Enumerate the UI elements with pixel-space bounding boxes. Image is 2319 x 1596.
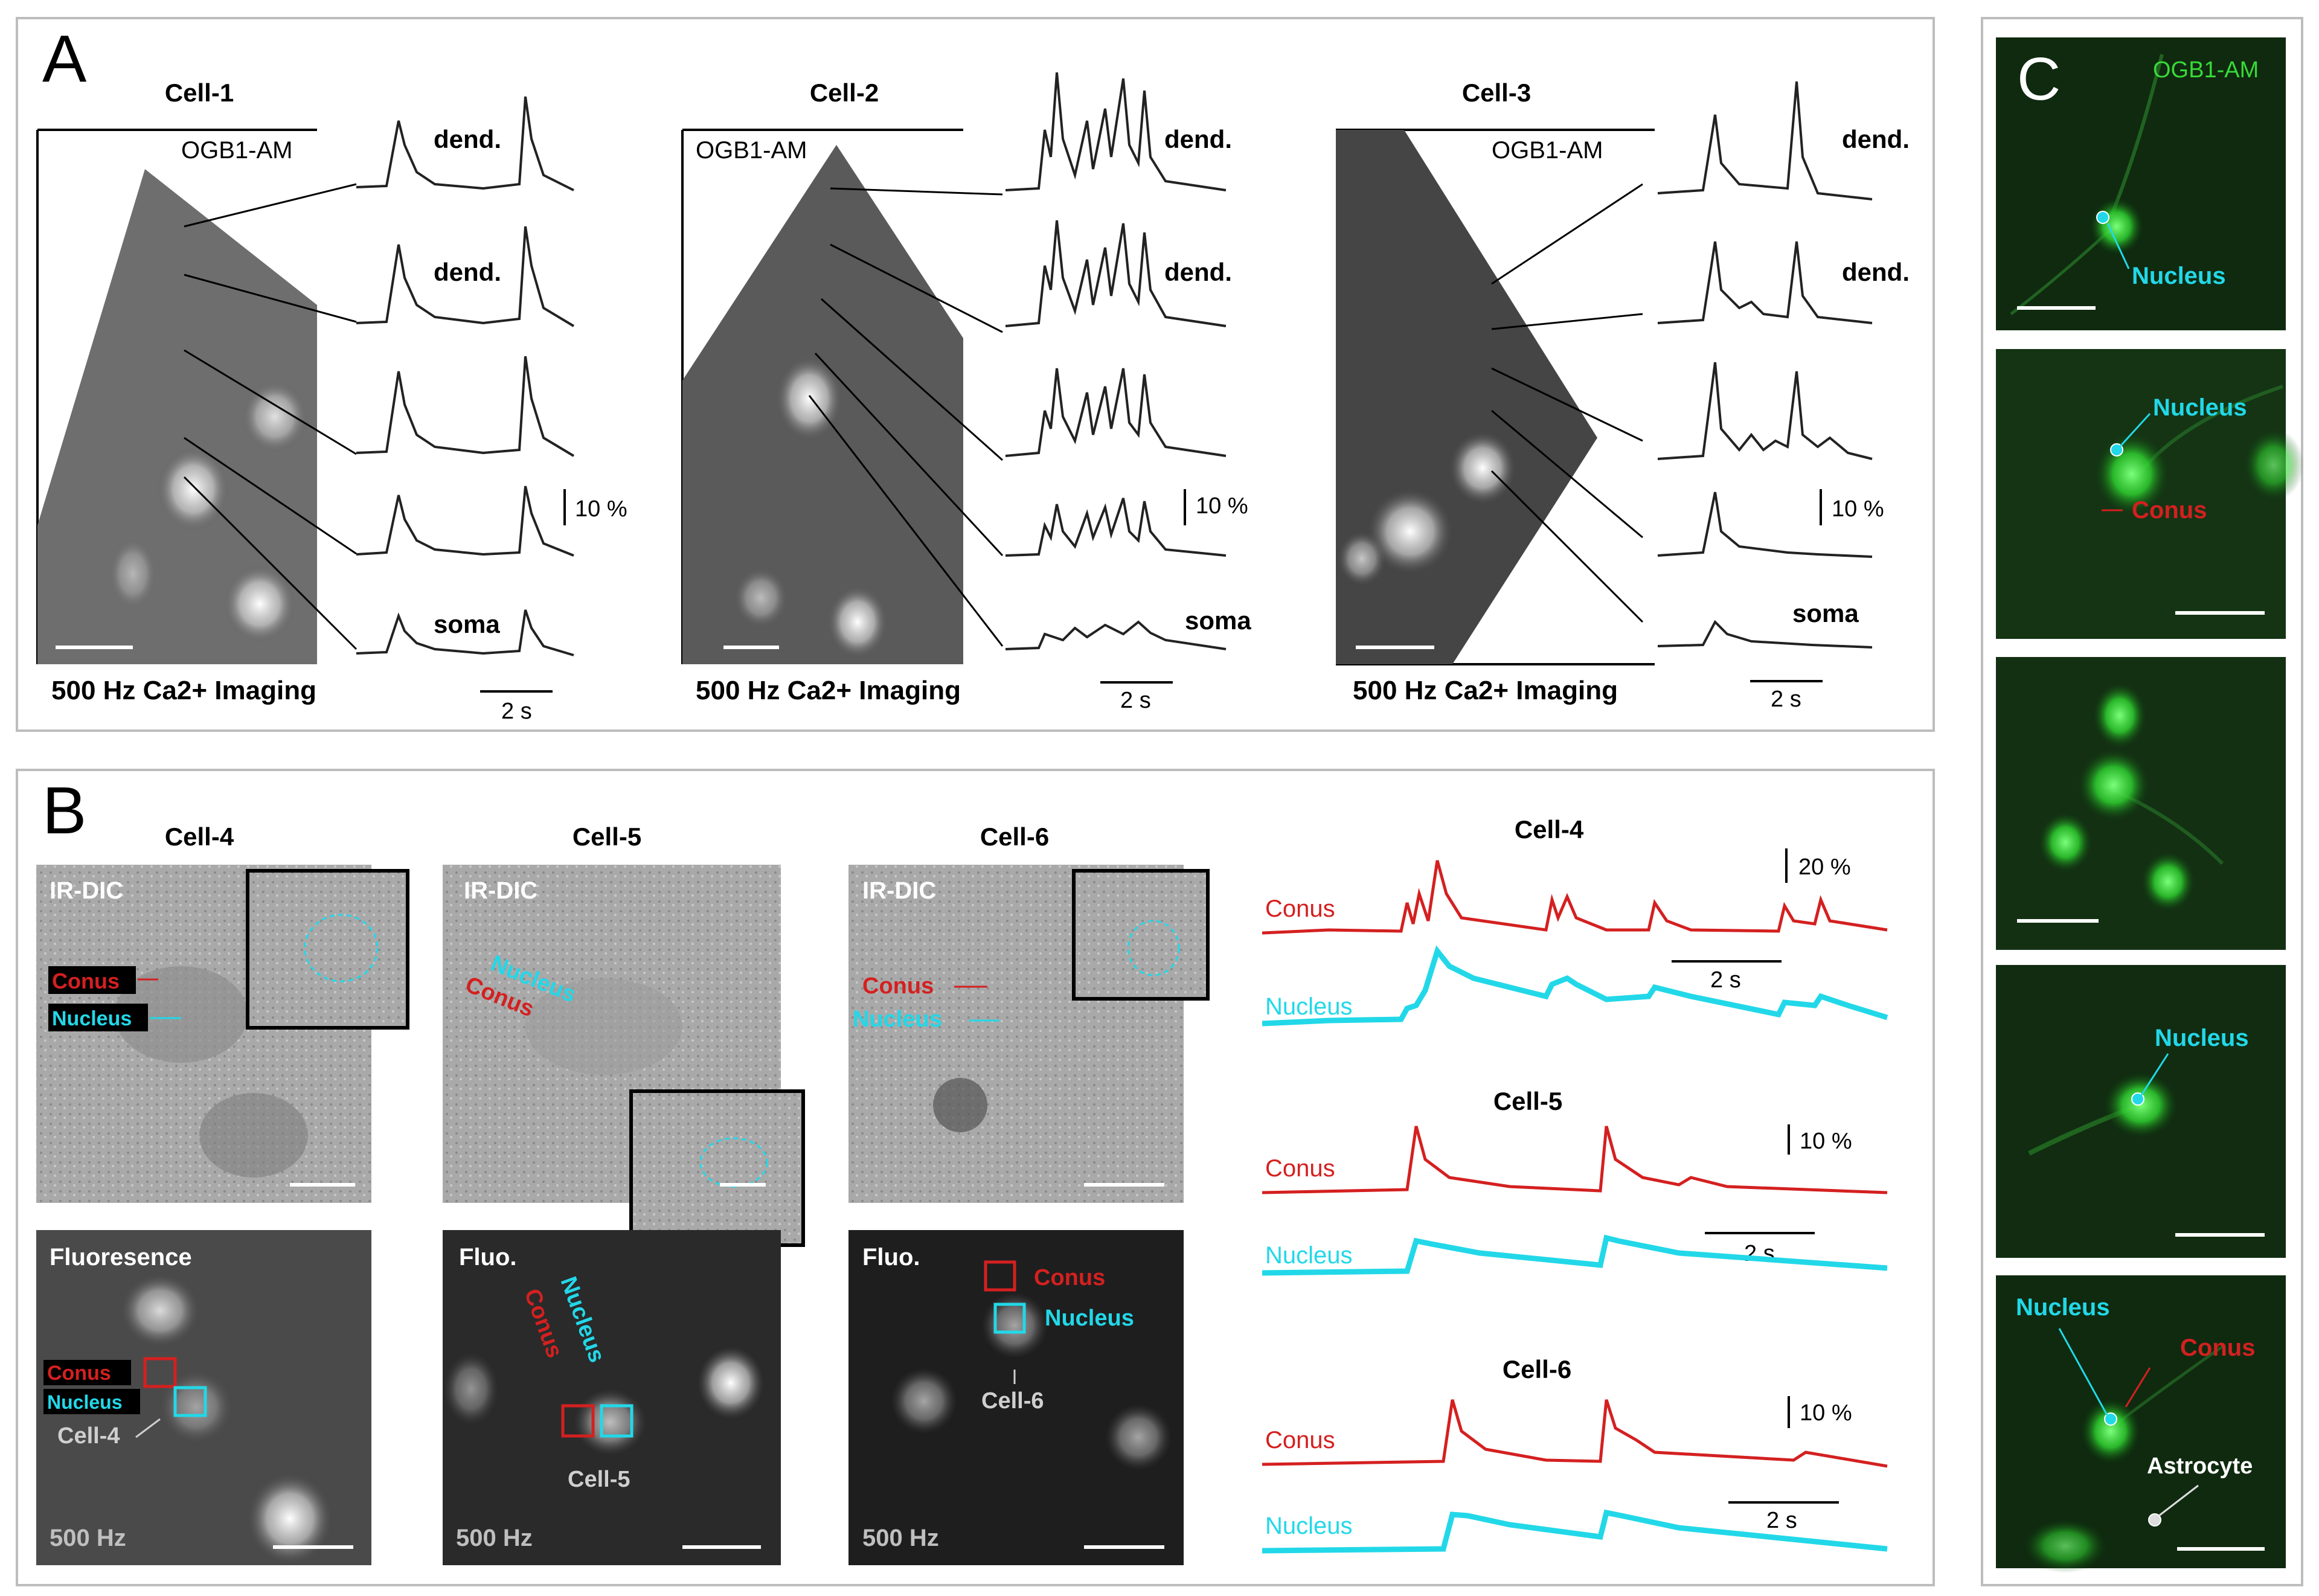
panel-c-image-5: Nucleus Conus Astrocyte	[1996, 1275, 2286, 1573]
trace-cell-6-title: Cell-6	[1503, 1355, 1571, 1383]
cell-3-dend1: dend.	[1842, 125, 1910, 153]
cell-2-imaging-label: 500 Hz Ca2+ Imaging	[696, 676, 961, 705]
cell-4-title: Cell-4	[165, 822, 234, 851]
cell-1-time-scale: 2 s	[501, 699, 532, 724]
cell-5-dic-label: IR-DIC	[464, 877, 537, 904]
cell-1-group: Cell-1 OGB1-AM 500 Hz Ca2+ Imaging dend.…	[36, 79, 627, 724]
panel-c4-nucleus: Nucleus	[2155, 1025, 2249, 1051]
cell-6-rate: 500 Hz	[862, 1525, 939, 1551]
cell-4-conus-dic: Conus	[52, 969, 120, 993]
cell-4-fluo-label: Fluoresence	[50, 1244, 192, 1271]
panel-c-image-4: Nucleus	[1996, 965, 2286, 1258]
panel-c1-nucleus: Nucleus	[2132, 263, 2226, 289]
cell-4-nucleus-fluo: Nucleus	[47, 1391, 122, 1413]
cell-1-title: Cell-1	[165, 79, 234, 107]
panel-c5-conus: Conus	[2180, 1335, 2255, 1361]
cell-3-soma: soma	[1792, 599, 1859, 627]
panel-c-dye: OGB1-AM	[2153, 57, 2259, 83]
cell-6-nucleus-dic: Nucleus	[853, 1007, 942, 1032]
cell-6-fluo-label: Fluo.	[862, 1244, 920, 1271]
panel-b-letter: B	[42, 774, 86, 848]
cell-3-dend2: dend.	[1842, 258, 1910, 286]
cell-4-rate: 500 Hz	[50, 1525, 126, 1551]
trace-cell-4-conus-label: Conus	[1265, 896, 1335, 922]
trace-cell-6-nucleus-label: Nucleus	[1265, 1513, 1353, 1539]
panel-c2-nucleus: Nucleus	[2153, 394, 2247, 421]
panel-b-frame	[16, 769, 1935, 1586]
panel-c-frame	[1981, 17, 2303, 1586]
panel-a-frame	[16, 17, 1935, 732]
cell-2-dend2: dend.	[1164, 258, 1232, 286]
cell-3-dye-label: OGB1-AM	[1492, 137, 1603, 164]
trace-cell-4-title: Cell-4	[1515, 815, 1584, 844]
panel-c5-nucleus: Nucleus	[2016, 1294, 2110, 1321]
cell-4-dic-label: IR-DIC	[50, 877, 123, 904]
cell-2-title: Cell-2	[810, 79, 879, 107]
cell-6-nucleus-fluo: Nucleus	[1045, 1306, 1134, 1331]
trace-cell-4-time: 2 s	[1710, 967, 1741, 993]
cell-2-dye-label: OGB1-AM	[696, 137, 807, 164]
cell-4-images: Cell-4 IR-DIC Conus Nucleus Fluoresence …	[36, 822, 409, 1565]
cell-6-dic-label: IR-DIC	[862, 877, 936, 904]
cell-4-conus-fluo: Conus	[47, 1362, 111, 1385]
trace-cell-4-nucleus-label: Nucleus	[1265, 993, 1353, 1020]
cell-3-title: Cell-3	[1462, 79, 1531, 107]
cell-2-group: Cell-2 OGB1-AM 500 Hz Ca2+ Imaging dend.…	[681, 72, 1251, 713]
cell-6-tag: Cell-6	[981, 1388, 1044, 1414]
cell-5-fluo-label: Fluo.	[459, 1244, 517, 1271]
cell-2-time-scale: 2 s	[1120, 688, 1151, 713]
cell-3-image	[1336, 130, 1597, 664]
cell-1-soma: soma	[434, 610, 500, 638]
trace-cell-5-nucleus-label: Nucleus	[1265, 1242, 1353, 1269]
cell-6-conus-fluo: Conus	[1034, 1265, 1105, 1290]
cell-5-rate: 500 Hz	[456, 1525, 533, 1551]
trace-cell-5-title: Cell-5	[1493, 1087, 1562, 1115]
cell-3-group: Cell-3 OGB1-AM 500 Hz Ca2+ Imaging dend.…	[1336, 79, 1910, 712]
panel-c-image-1: C OGB1-AM Nucleus	[1996, 37, 2286, 330]
cell-4-nucleus-dic: Nucleus	[52, 1007, 132, 1030]
cell-2-soma: soma	[1185, 606, 1251, 635]
panel-c-image-2: Nucleus Conus	[1996, 349, 2304, 639]
trace-cell-5-time: 2 s	[1744, 1241, 1775, 1266]
cell-1-dend1: dend.	[434, 125, 501, 153]
cell-1-dye-label: OGB1-AM	[181, 137, 292, 164]
panel-c-image-3	[1996, 657, 2286, 950]
trace-cell-4-amp: 20 %	[1798, 854, 1851, 880]
panel-c-letter: C	[2017, 45, 2061, 113]
cell-6-images: Cell-6 IR-DIC Conus Nucleus Fluo. Conus …	[848, 822, 1210, 1565]
trace-cell-5-conus-label: Conus	[1265, 1155, 1335, 1182]
cell-1-dend2: dend.	[434, 258, 501, 286]
trace-cell-6-conus-label: Conus	[1265, 1427, 1335, 1453]
cell-2-amp-scale: 10 %	[1196, 493, 1248, 519]
cell-3-imaging-label: 500 Hz Ca2+ Imaging	[1353, 676, 1618, 705]
cell-6-conus-dic: Conus	[862, 973, 934, 999]
trace-cell-6-amp: 10 %	[1800, 1400, 1852, 1426]
cell-5-tag: Cell-5	[568, 1467, 630, 1492]
trace-cell-5-amp: 10 %	[1800, 1129, 1852, 1154]
cell-1-amp-scale: 10 %	[575, 496, 627, 522]
cell-3-time-scale: 2 s	[1771, 687, 1801, 712]
cell-2-dend1: dend.	[1164, 125, 1232, 153]
cell-1-imaging-label: 500 Hz Ca2+ Imaging	[51, 676, 316, 705]
panel-a-letter: A	[42, 22, 87, 96]
cell-5-title: Cell-5	[573, 822, 641, 851]
cell-5-inset	[629, 1089, 805, 1247]
cell-4-tag: Cell-4	[57, 1423, 120, 1449]
cell-3-amp-scale: 10 %	[1832, 496, 1884, 522]
cell-5-images: Cell-5 IR-DIC Nucleus Conus Fluo. Conus …	[443, 822, 805, 1565]
panel-c2-conus: Conus	[2132, 497, 2207, 524]
panel-c5-astrocyte: Astrocyte	[2147, 1453, 2253, 1479]
cell-4-inset	[246, 869, 409, 1030]
cell-6-title: Cell-6	[980, 822, 1049, 851]
cell-6-inset	[1072, 869, 1210, 1001]
b-traces: Cell-4 20 % Conus 2 s Nucleus Cell-5 10 …	[1262, 815, 1888, 1554]
trace-cell-6-time: 2 s	[1766, 1508, 1797, 1533]
